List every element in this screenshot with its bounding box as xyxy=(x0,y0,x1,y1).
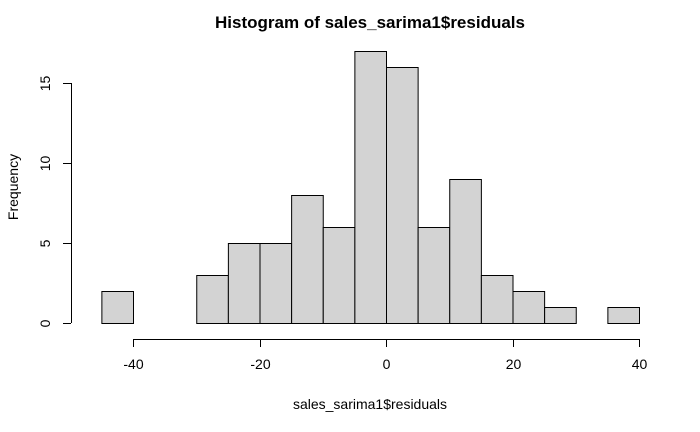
histogram-bar xyxy=(386,67,419,324)
y-tick-label: 10 xyxy=(37,156,53,172)
histogram-bar xyxy=(354,51,387,324)
histogram-bar xyxy=(544,307,577,324)
x-tick-label: 20 xyxy=(506,356,522,372)
histogram-bar xyxy=(449,179,482,324)
histogram-bar xyxy=(259,243,293,324)
histogram-bar xyxy=(512,291,546,324)
x-tick-label: 0 xyxy=(383,356,391,372)
chart-title: Histogram of sales_sarima1$residuals xyxy=(215,13,525,32)
histogram-bar xyxy=(291,195,324,324)
x-tick-label: -20 xyxy=(250,356,270,372)
y-axis-label: Frequency xyxy=(5,154,21,220)
x-axis-label: sales_sarima1$residuals xyxy=(293,396,447,412)
histogram-bar xyxy=(101,291,134,324)
y-tick-label: 5 xyxy=(37,239,53,247)
histogram-bar xyxy=(480,275,514,324)
histogram-bar xyxy=(227,243,261,324)
x-tick-label: 40 xyxy=(632,356,648,372)
x-axis: -40 -20 0 20 40 xyxy=(123,339,647,372)
histogram-bar xyxy=(607,307,640,324)
x-tick-label: -40 xyxy=(123,356,143,372)
y-axis: 0 5 10 15 xyxy=(37,76,72,327)
histogram-bar xyxy=(322,227,356,324)
histogram-bar xyxy=(196,275,229,324)
y-tick-label: 0 xyxy=(37,319,53,327)
histogram-bar xyxy=(417,227,451,324)
y-tick-label: 15 xyxy=(37,76,53,92)
histogram-bars xyxy=(101,51,640,324)
